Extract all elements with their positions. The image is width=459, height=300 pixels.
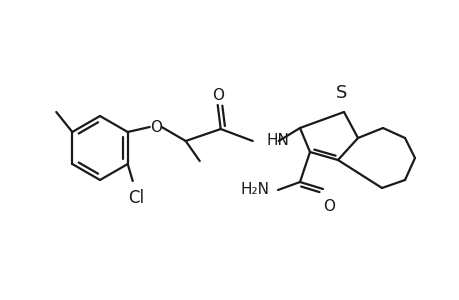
Text: O: O bbox=[322, 199, 334, 214]
Text: Cl: Cl bbox=[128, 189, 144, 207]
Text: O: O bbox=[211, 88, 223, 103]
Text: HN: HN bbox=[266, 133, 289, 148]
Text: H₂N: H₂N bbox=[241, 182, 269, 197]
Text: O: O bbox=[149, 119, 162, 134]
Text: S: S bbox=[336, 84, 347, 102]
